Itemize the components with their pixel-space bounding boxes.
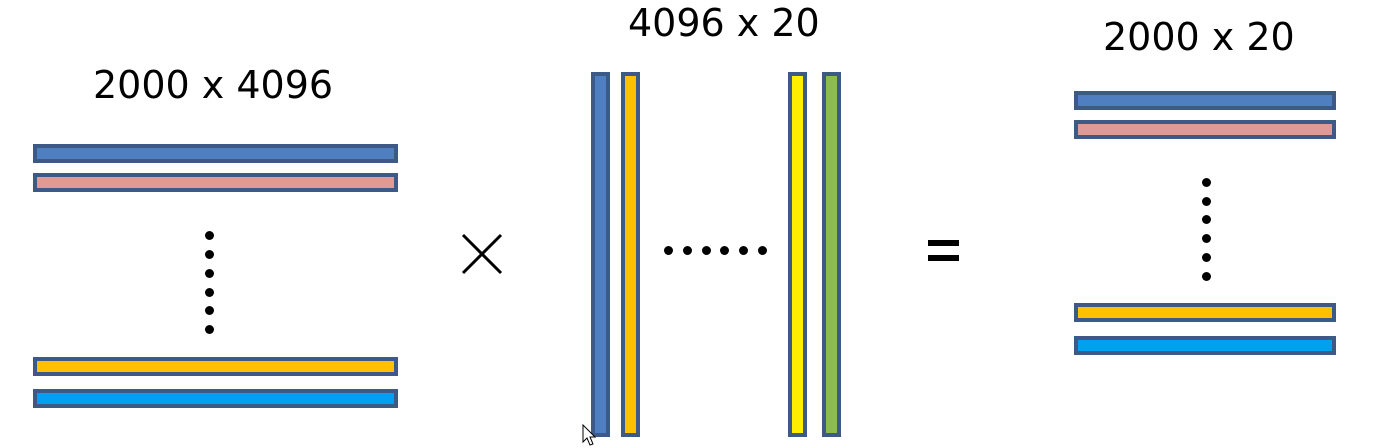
result-matrix-row-2 bbox=[1074, 120, 1336, 139]
result-ellipsis-dot bbox=[1202, 253, 1211, 262]
result-ellipsis-dot bbox=[1202, 178, 1211, 187]
middle-matrix-col-2 bbox=[621, 72, 640, 437]
result-ellipsis-dot bbox=[1202, 215, 1211, 224]
mouse-pointer-icon bbox=[582, 424, 596, 446]
result-ellipsis-dot bbox=[1202, 234, 1211, 243]
left-ellipsis-dot bbox=[205, 231, 214, 240]
left-matrix-row-n-1 bbox=[33, 357, 398, 376]
middle-ellipsis-dot bbox=[702, 246, 711, 255]
middle-matrix-col-n-1 bbox=[788, 72, 807, 437]
left-ellipsis-dot bbox=[205, 250, 214, 259]
result-matrix-label: 2000 x 20 bbox=[1103, 15, 1295, 59]
middle-ellipsis-dot bbox=[739, 246, 748, 255]
result-ellipsis-dot bbox=[1202, 197, 1211, 206]
left-matrix-row-1 bbox=[33, 144, 398, 163]
result-matrix-row-1 bbox=[1074, 91, 1336, 110]
middle-matrix-col-n bbox=[822, 72, 841, 437]
middle-matrix-col-1 bbox=[591, 72, 610, 437]
middle-ellipsis-dot bbox=[758, 246, 767, 255]
middle-ellipsis-dot bbox=[664, 246, 673, 255]
left-matrix-row-n bbox=[33, 389, 398, 408]
left-matrix-label: 2000 x 4096 bbox=[93, 63, 334, 107]
left-matrix-row-2 bbox=[33, 173, 398, 192]
middle-ellipsis-dot bbox=[683, 246, 692, 255]
left-ellipsis-dot bbox=[205, 325, 214, 334]
middle-ellipsis-dot bbox=[720, 246, 729, 255]
left-ellipsis-dot bbox=[205, 269, 214, 278]
multiply-operator bbox=[461, 233, 503, 275]
left-ellipsis-dot bbox=[205, 306, 214, 315]
result-matrix-row-n-1 bbox=[1074, 303, 1336, 322]
result-matrix-row-n bbox=[1074, 336, 1336, 355]
middle-matrix-label: 4096 x 20 bbox=[628, 1, 820, 45]
result-ellipsis-dot bbox=[1202, 272, 1211, 281]
left-ellipsis-dot bbox=[205, 288, 214, 297]
